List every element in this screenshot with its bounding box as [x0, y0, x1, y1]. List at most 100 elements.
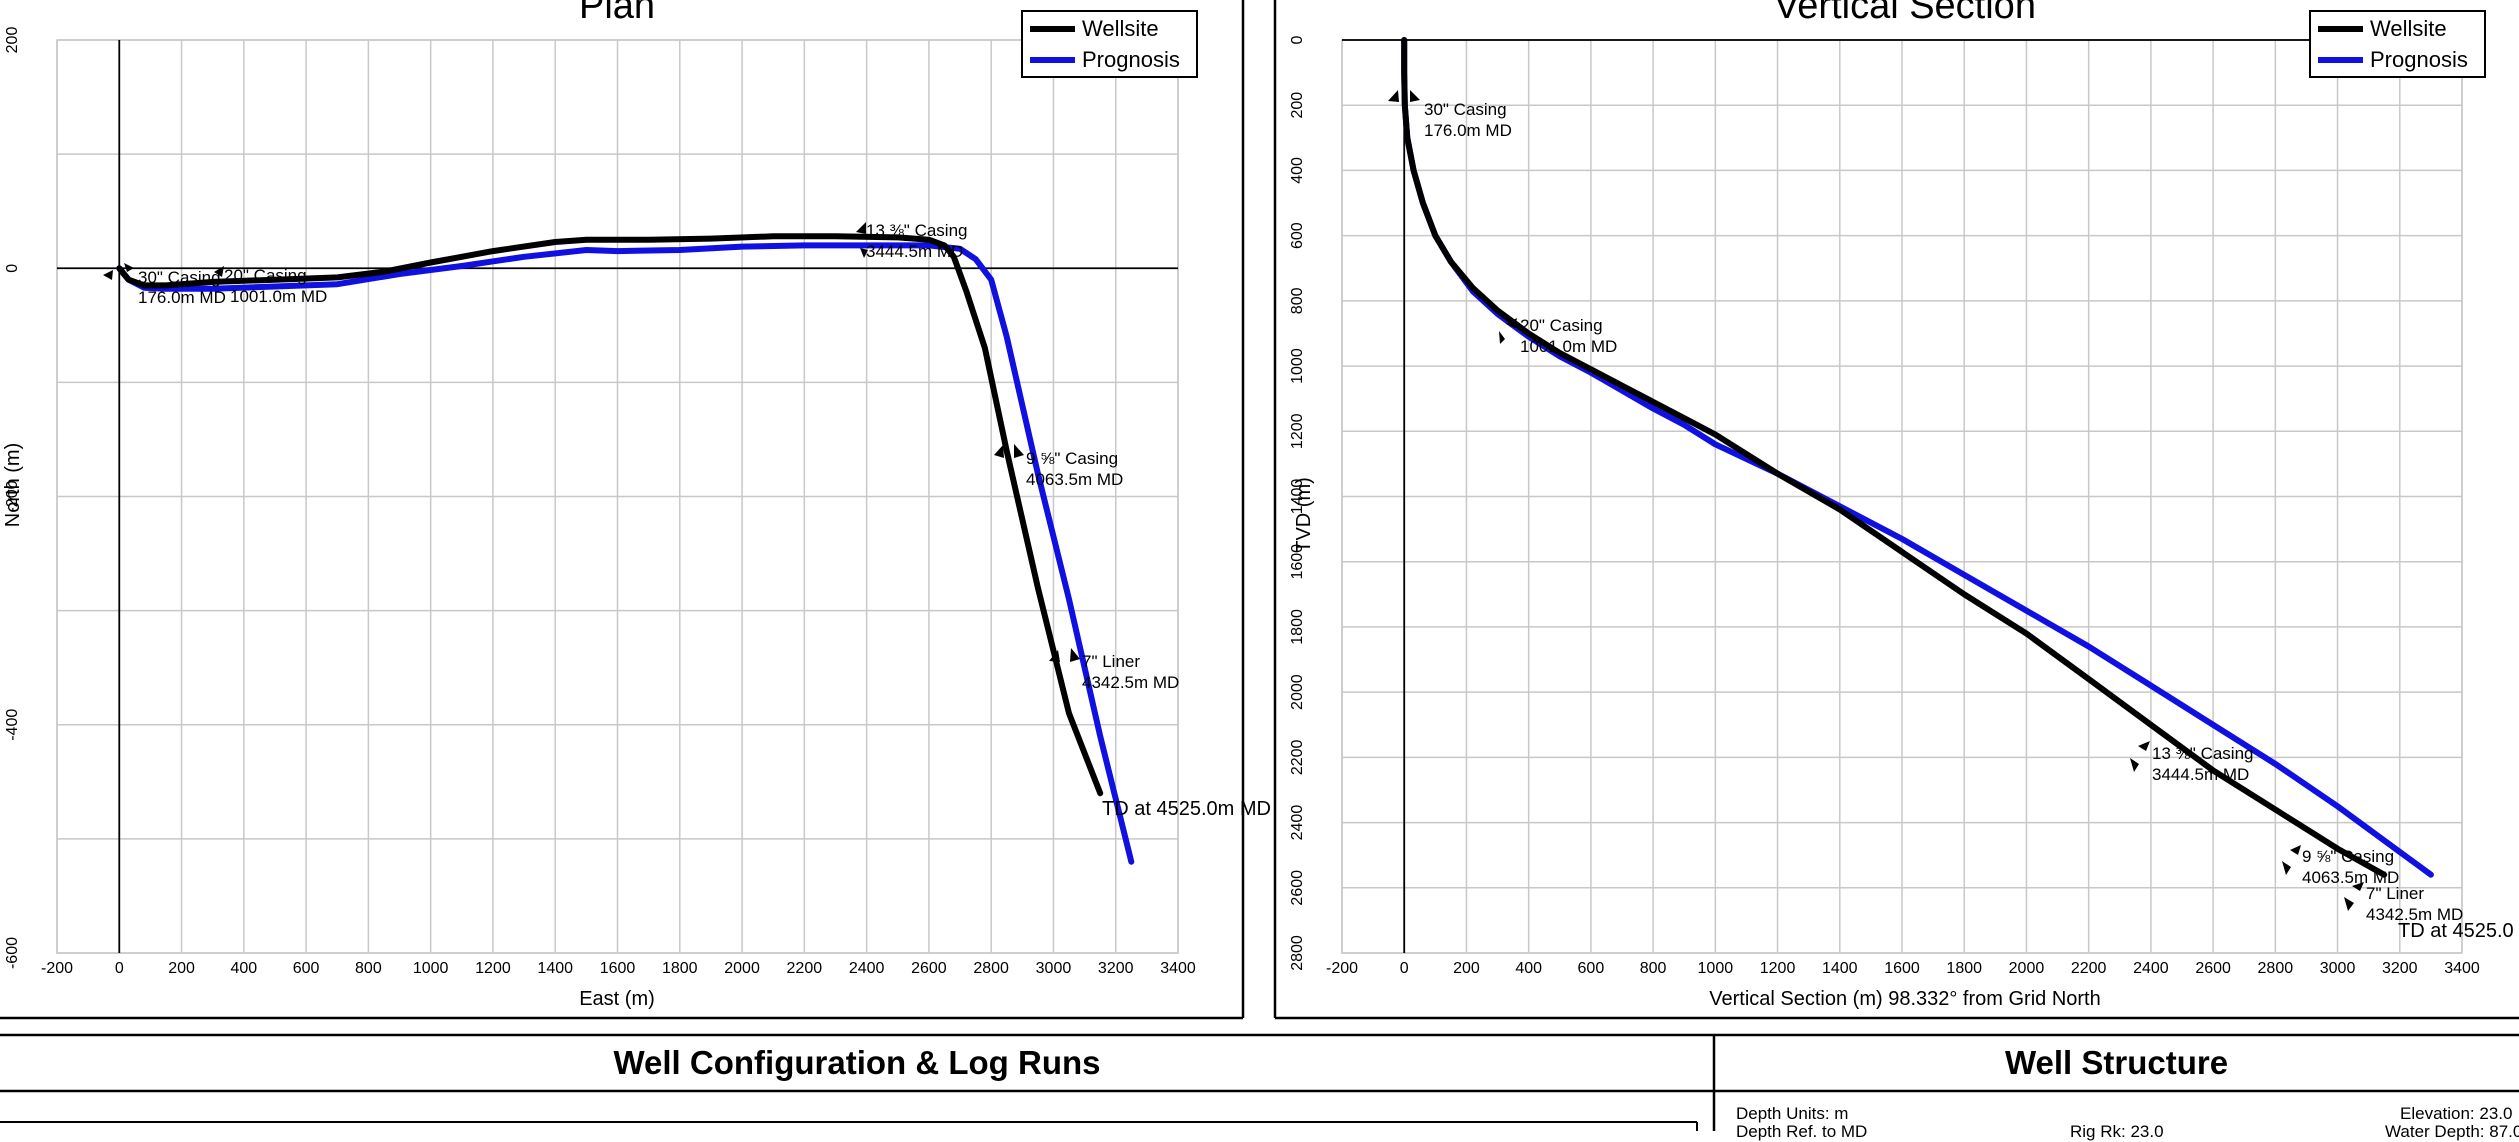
y-tick-label: 2200: [1289, 739, 1306, 775]
y-tick-label: 2800: [1289, 935, 1306, 971]
vsec-annotation-7in-liner-l2: 4342.5m MD: [2366, 905, 2463, 924]
vsec-annotation-20in-casing-l2: 1001.0m MD: [1520, 337, 1617, 356]
y-tick-label: 1800: [1289, 609, 1306, 645]
vsec-legend-label-prognosis: Prognosis: [2370, 47, 2468, 72]
annotation-20in-casing-l2: 1001.0m MD: [230, 287, 327, 306]
x-tick-label: 2800: [973, 960, 1009, 977]
vsec-annotation-30in-casing-l1: 30" Casing: [1424, 100, 1507, 119]
plan-series-group: [116, 233, 1135, 865]
vsec-series-group: [1401, 37, 2434, 878]
vsec-x-axis-label: Vertical Section (m) 98.332° from Grid N…: [1709, 988, 2100, 1010]
annotation-30in-casing-l2: 176.0m MD: [138, 288, 226, 307]
vsec-x-tick-labels: -200 0 200 400 600 800 1000 1200 1400 1600 1800 200…: [1326, 960, 2480, 977]
series-line-prognosis: [1401, 37, 2434, 878]
x-tick-label: 3200: [1098, 960, 1134, 977]
elevation: Elevation: 23.0: [2400, 1104, 2513, 1123]
x-tick-label: 2200: [2071, 960, 2107, 977]
x-tick-label: 2000: [724, 960, 760, 977]
plan-x-tick-labels: -200 0 200 400 600 800 1000 1200 1400 1600 1800 200…: [41, 960, 1196, 977]
x-tick-label: -200: [1326, 960, 1358, 977]
x-tick-label: 1800: [1946, 960, 1982, 977]
annotation-marker: [2344, 882, 2364, 911]
annotation-marker: [2130, 741, 2150, 772]
vsec-grid: [1341, 39, 2463, 954]
x-tick-label: 1400: [537, 960, 573, 977]
rig-rk: Rig Rk: 23.0: [2070, 1122, 2164, 1141]
x-tick-label: 400: [1515, 960, 1542, 977]
x-tick-label: 1000: [413, 960, 449, 977]
annotation-marker: [856, 222, 868, 258]
y-tick-label: -400: [4, 709, 21, 741]
x-tick-label: 2200: [787, 960, 823, 977]
x-tick-label: 3200: [2382, 960, 2418, 977]
series-line-wellsite: [1401, 37, 2388, 878]
well-structure-title: Well Structure: [2004, 1044, 2229, 1081]
x-tick-label: 1600: [600, 960, 636, 977]
y-tick-label: 0: [4, 264, 21, 273]
x-tick-label: 0: [115, 960, 124, 977]
x-tick-label: 0: [1400, 960, 1409, 977]
x-tick-label: 2600: [2195, 960, 2231, 977]
plan-legend: Wellsite Prognosis: [1021, 10, 1198, 78]
x-tick-label: 1200: [1760, 960, 1796, 977]
legend-label-prognosis: Prognosis: [1082, 47, 1180, 72]
water-depth: Water Depth: 87.0: [2385, 1122, 2519, 1141]
vsec-annotation-20in-casing-l1: 20" Casing: [1520, 316, 1603, 335]
y-tick-label: 600: [1289, 222, 1306, 249]
annotation-marker: [214, 266, 224, 277]
x-tick-label: 1000: [1698, 960, 1734, 977]
y-tick-label: -600: [4, 937, 21, 969]
annotation-marker: [1388, 90, 1420, 102]
x-tick-label: 1200: [475, 960, 511, 977]
depth-reference: Depth Ref. to MD: [1736, 1122, 1868, 1141]
annotation-13in-casing-l1: 13 ⅜" Casing: [866, 221, 968, 240]
x-tick-label: 2800: [2258, 960, 2294, 977]
series-line-prognosis: [116, 242, 1135, 865]
x-tick-label: -200: [41, 960, 73, 977]
y-tick-label: 200: [4, 27, 21, 54]
vsec-annotation-7in-liner-l1: 7" Liner: [2366, 884, 2424, 903]
vsec-annotation-13in-casing-l2: 3444.5m MD: [2152, 765, 2249, 784]
y-tick-label: 0: [1289, 35, 1306, 44]
annotation-9in-casing-l1: 9 ⅝" Casing: [1026, 449, 1118, 468]
x-tick-label: 800: [355, 960, 382, 977]
x-tick-label: 1600: [1884, 960, 1920, 977]
annotation-7in-liner-l1: 7" Liner: [1082, 652, 1140, 671]
y-tick-label: 2600: [1289, 870, 1306, 906]
vsec-annotation-30in-casing-l2: 176.0m MD: [1424, 121, 1512, 140]
annotation-9in-casing-l2: 4063.5m MD: [1026, 470, 1123, 489]
x-tick-label: 1400: [1822, 960, 1858, 977]
plan-y-axis-label: North (m): [2, 443, 24, 527]
annotation-marker: [1499, 318, 1517, 344]
vertical-section-chart: Vertical Section -200 0 200 400 600 800 1000 12…: [1289, 0, 2514, 1010]
x-tick-label: 3000: [1036, 960, 1072, 977]
x-tick-label: 2600: [911, 960, 947, 977]
plan-x-axis-label: East (m): [579, 988, 655, 1010]
annotation-30in-casing-l1: 30" Casing: [138, 268, 221, 287]
vsec-y-tick-labels: 0 200 400 600 800 1000 1200 1400 1600 1800 2000 220…: [1289, 35, 1306, 970]
x-tick-label: 600: [293, 960, 320, 977]
series-line-wellsite: [116, 233, 1104, 797]
vsec-legend: Wellsite Prognosis: [2309, 10, 2486, 78]
plan-chart: Plan -200 0 200 400 600 800 1000 1200 1400 1600 18…: [2, 0, 1271, 1010]
plan-annotations: 30" Casing 176.0m MD 20" Casing 1001.0m …: [103, 221, 1271, 820]
x-tick-label: 200: [168, 960, 195, 977]
annotation-marker: [1049, 648, 1080, 662]
vsec-y-axis-label: TVD (m): [1293, 477, 1315, 553]
y-tick-label: 400: [1289, 157, 1306, 184]
plan-title: Plan: [579, 0, 655, 27]
y-tick-label: 200: [1289, 92, 1306, 119]
x-tick-label: 600: [1578, 960, 1605, 977]
depth-units: Depth Units: m: [1736, 1104, 1849, 1123]
x-tick-label: 400: [230, 960, 257, 977]
well-configuration-title: Well Configuration & Log Runs: [613, 1044, 1101, 1081]
vsec-annotation-td: TD at 4525.0: [2398, 920, 2514, 942]
vsec-annotation-9in-casing-l2: 4063.5m MD: [2302, 868, 2399, 887]
x-tick-label: 3000: [2320, 960, 2356, 977]
plan-y-tick-labels: 200 0 -200 -400 -600: [4, 27, 21, 969]
y-tick-label: 2400: [1289, 805, 1306, 841]
vsec-annotations: 30" Casing 176.0m MD 20" Casing 1001.0m …: [1388, 90, 2514, 942]
y-tick-label: -200: [4, 480, 21, 512]
annotation-13in-casing-l2: 3444.5m MD: [866, 242, 963, 261]
